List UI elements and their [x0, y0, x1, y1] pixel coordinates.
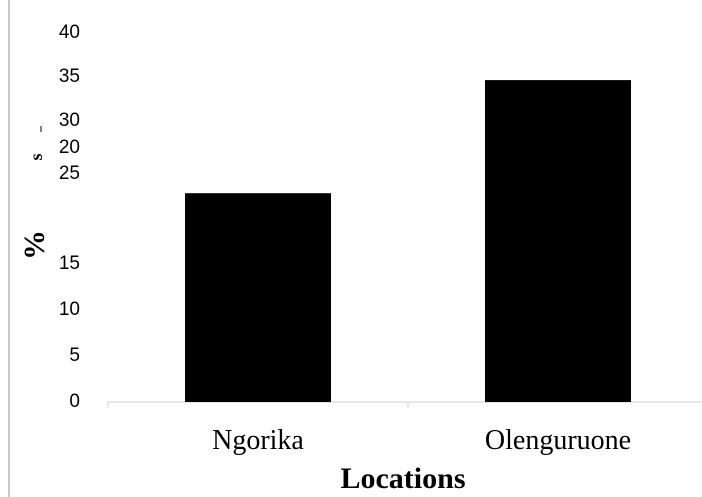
y-axis-tick-labels: 0 5 10 15 25 20 30 35 40 [59, 22, 80, 412]
y-axis-title: % [18, 230, 51, 260]
y-tick-label: 40 [59, 22, 80, 43]
y-tick-label: 15 [59, 253, 80, 274]
x-category-label: Ngorika [212, 425, 304, 456]
y-tick-label: 5 [69, 345, 80, 366]
y-tick-label: 30 [59, 110, 80, 131]
y-tick-label: 25 [59, 163, 80, 184]
y-tick-label: 35 [59, 66, 80, 87]
y-tick-label: 20 [59, 137, 80, 158]
x-axis-category-labels: Ngorika Olenguruone [212, 425, 631, 456]
bar [485, 80, 631, 402]
plot-area [107, 80, 702, 408]
bar [185, 193, 331, 402]
x-category-label: Olenguruone [485, 425, 631, 456]
x-axis-title: Locations [340, 462, 465, 495]
y-tick-label: 10 [59, 299, 80, 320]
stray-text: s [26, 153, 46, 160]
y-tick-label: 0 [69, 391, 80, 412]
bars [185, 80, 631, 402]
